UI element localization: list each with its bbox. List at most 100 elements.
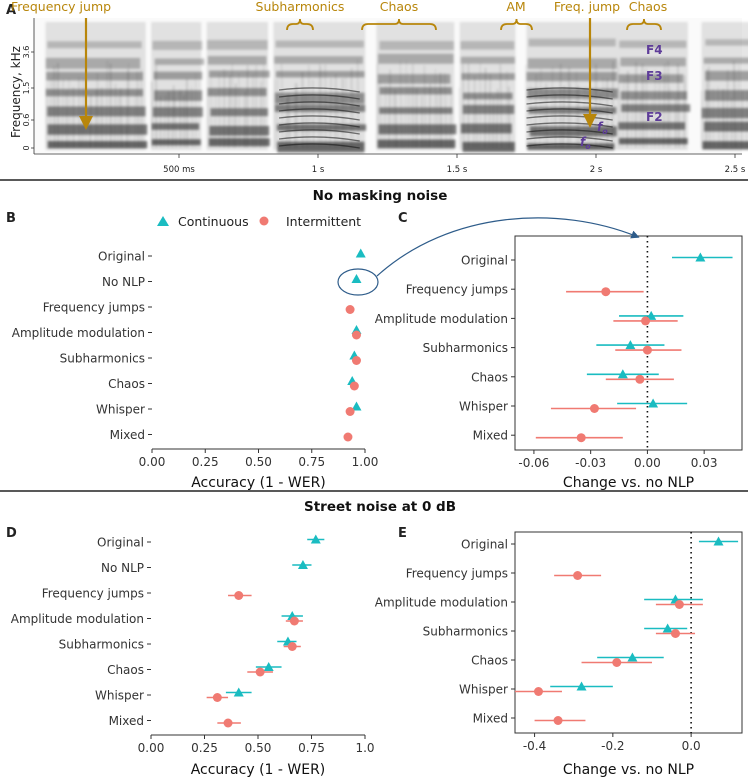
y-tick-label: Frequency jumps: [43, 301, 145, 315]
legend: Continuous Intermittent: [157, 214, 361, 229]
spectrogram-formant-band: [621, 104, 691, 112]
spectrogram-formant-band: [379, 40, 454, 50]
y-tick-label: Subharmonics: [60, 352, 145, 366]
continuous-point: [576, 681, 587, 691]
intermittent-point: [674, 600, 684, 609]
spectrogram-harmonic: [526, 143, 613, 149]
spectrogram-striation: [259, 81, 262, 149]
spectrogram-formant-band: [154, 58, 205, 65]
plot-frame: [514, 531, 743, 734]
spectrogram-formant-band: [705, 39, 748, 46]
x-tick-label: 1.00: [352, 455, 379, 469]
spectrogram-annotations: Frequency jump Subharmonics Chaos AM Freq. j…: [11, 0, 667, 151]
y-tick-label: Whisper: [95, 689, 144, 703]
spectrogram-formant-band: [528, 38, 616, 47]
spectrogram-striation: [539, 68, 542, 149]
spectrogram-striation: [635, 62, 637, 149]
x-tick-label: 0.75: [298, 455, 325, 469]
continuous-point: [263, 662, 274, 671]
spectrogram-striation: [462, 63, 465, 149]
y-tick-label: Whisper: [96, 403, 145, 417]
continuous-point: [627, 652, 638, 662]
spectrogram-xtick-label: 500 ms: [163, 165, 195, 175]
spectrogram-formant-band: [618, 74, 684, 83]
spectrogram-striation: [683, 75, 686, 149]
intermittent-point: [351, 330, 361, 340]
spectrogram-formant-band: [462, 92, 513, 100]
continuous-point: [355, 248, 366, 258]
spectrogram-striation: [350, 68, 353, 149]
x-tick-label: 1.0: [355, 741, 374, 755]
plot-frame: [514, 235, 743, 451]
spectrogram-harmonic: [526, 129, 613, 135]
intermittent-point: [576, 433, 586, 443]
frequency-jump-arrowhead: [79, 116, 93, 130]
intermittent-point: [601, 287, 611, 297]
continuous-point: [310, 534, 321, 544]
chart-c: Original Frequency jumps Amplitude modulat…: [375, 235, 743, 491]
panel-label-b: B: [6, 211, 16, 226]
spectrogram-striation: [525, 64, 528, 149]
spectrogram-striation: [167, 91, 170, 149]
spectrogram-formant-band: [703, 57, 748, 64]
x-tick-label: 0.75: [298, 741, 325, 755]
spectrogram-annotation-label: Chaos: [380, 0, 418, 14]
spectrogram-formant-band: [379, 87, 452, 95]
x-tick-label: 0.00: [138, 741, 165, 755]
y-tick-label: Whisper: [459, 400, 508, 414]
spectrogram-striation: [602, 77, 605, 149]
spectrogram-striation: [741, 90, 744, 149]
continuous-point: [648, 398, 659, 408]
spectrogram-striation: [663, 63, 666, 149]
continuous-point: [625, 340, 636, 350]
spectrogram-formant-band: [47, 124, 148, 135]
spectrogram-formant-band: [47, 41, 142, 49]
spectrogram-annotation-label: Frequency jump: [11, 0, 111, 14]
section-title-top: No masking noise: [313, 188, 448, 204]
spectrogram-harmonic: [526, 87, 613, 93]
spectrogram-formant-band: [526, 71, 618, 82]
fo-subscript: o: [602, 127, 608, 136]
spectrogram-striation: [379, 80, 382, 149]
spectrogram-striation: [733, 61, 736, 149]
y-tick-label: Amplitude modulation: [12, 326, 145, 340]
spectrogram-formant-band: [47, 141, 148, 149]
spectrogram-annotation-label: Chaos: [629, 0, 667, 14]
spectrogram-striation: [737, 64, 740, 149]
spectrogram-harmonics: [279, 87, 613, 149]
intermittent-point: [345, 407, 355, 416]
y-tick-label: Subharmonics: [59, 638, 144, 652]
spectrogram-striation: [475, 96, 478, 149]
spectrogram-striation: [324, 64, 327, 149]
spectrogram-harmonic: [526, 108, 613, 114]
spectrogram-striation: [428, 83, 431, 149]
spectrogram-formant-band: [152, 107, 203, 117]
spectrogram-striation: [210, 75, 213, 149]
x-axis-title: Change vs. no NLP: [563, 475, 694, 491]
panel-label-c: C: [398, 211, 408, 226]
spectrogram-harmonic: [279, 94, 360, 100]
formant-label: F4: [646, 43, 663, 57]
y-tick-label: Mixed: [473, 712, 508, 726]
spectrogram-formant-band: [379, 107, 453, 114]
intermittent-point: [212, 693, 222, 702]
y-tick-label: Mixed: [473, 429, 508, 443]
spectrogram-striation: [639, 96, 641, 149]
spectrogram-striation: [78, 77, 80, 149]
spectrogram-harmonic: [526, 101, 613, 107]
fo-label-upper: fo: [597, 120, 608, 136]
spectrogram-formant-band: [462, 104, 515, 114]
spectrogram-striation: [745, 89, 748, 149]
spectrogram-striation: [677, 64, 680, 149]
spectrogram-striation: [308, 64, 311, 149]
spectrogram-striation: [708, 66, 711, 149]
spectrogram-striation: [439, 72, 442, 149]
intermittent-point: [670, 629, 680, 638]
spectrogram-formant-band: [460, 41, 515, 50]
spectrogram-striation: [496, 89, 499, 149]
spectrogram-striation: [394, 89, 398, 149]
spectrogram-formant-band: [462, 141, 515, 153]
y-tick-label: Amplitude modulation: [11, 612, 144, 626]
spectrogram-striation: [534, 74, 537, 149]
spectrogram-formant-band: [528, 107, 617, 114]
